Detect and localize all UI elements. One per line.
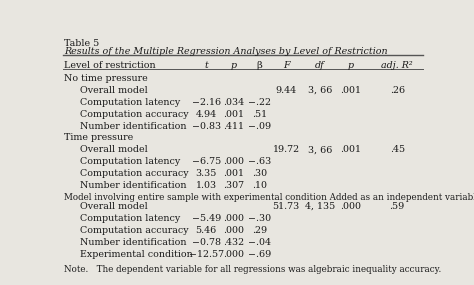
Text: .432: .432 <box>223 238 244 247</box>
Text: Computation accuracy: Computation accuracy <box>80 226 189 235</box>
Text: .29: .29 <box>252 226 267 235</box>
Text: −.22: −.22 <box>248 98 271 107</box>
Text: Time pressure: Time pressure <box>64 133 133 142</box>
Text: No time pressure: No time pressure <box>64 74 147 83</box>
Text: t: t <box>204 61 208 70</box>
Text: 19.72: 19.72 <box>273 145 300 154</box>
Text: −5.49: −5.49 <box>191 214 221 223</box>
Text: .307: .307 <box>223 181 244 190</box>
Text: Results of the Multiple Regression Analyses by Level of Restriction: Results of the Multiple Regression Analy… <box>64 47 387 56</box>
Text: 4, 135: 4, 135 <box>305 202 335 211</box>
Text: .411: .411 <box>223 121 244 131</box>
Text: p: p <box>347 61 354 70</box>
Text: .001: .001 <box>340 86 361 95</box>
Text: .000: .000 <box>223 214 244 223</box>
Text: Number identification: Number identification <box>80 181 187 190</box>
Text: Number identification: Number identification <box>80 238 187 247</box>
Text: −.63: −.63 <box>248 157 271 166</box>
Text: .26: .26 <box>390 86 405 95</box>
Text: Computation latency: Computation latency <box>80 214 181 223</box>
Text: .000: .000 <box>223 250 244 258</box>
Text: 1.03: 1.03 <box>196 181 217 190</box>
Text: Computation accuracy: Computation accuracy <box>80 110 189 119</box>
Text: 3.35: 3.35 <box>195 169 217 178</box>
Text: .45: .45 <box>390 145 405 154</box>
Text: 3, 66: 3, 66 <box>308 145 332 154</box>
Text: Computation accuracy: Computation accuracy <box>80 169 189 178</box>
Text: .034: .034 <box>223 98 244 107</box>
Text: −.09: −.09 <box>248 121 271 131</box>
Text: .59: .59 <box>390 202 405 211</box>
Text: 9.44: 9.44 <box>276 86 297 95</box>
Text: .10: .10 <box>252 181 267 190</box>
Text: F: F <box>283 61 290 70</box>
Text: −0.83: −0.83 <box>191 121 221 131</box>
Text: −12.57: −12.57 <box>189 250 224 258</box>
Text: Table 5: Table 5 <box>64 39 99 48</box>
Text: .001: .001 <box>340 145 361 154</box>
Text: −2.16: −2.16 <box>191 98 221 107</box>
Text: .000: .000 <box>340 202 361 211</box>
Text: 5.46: 5.46 <box>196 226 217 235</box>
Text: Overall model: Overall model <box>80 202 148 211</box>
Text: Note.   The dependent variable for all regressions was algebraic inequality accu: Note. The dependent variable for all reg… <box>64 265 441 274</box>
Text: .001: .001 <box>223 169 244 178</box>
Text: Computation latency: Computation latency <box>80 157 181 166</box>
Text: 4.94: 4.94 <box>196 110 217 119</box>
Text: β: β <box>256 61 263 70</box>
Text: .001: .001 <box>223 110 244 119</box>
Text: −.04: −.04 <box>248 238 271 247</box>
Text: df: df <box>315 61 325 70</box>
Text: .000: .000 <box>223 226 244 235</box>
Text: −.30: −.30 <box>248 214 271 223</box>
Text: Model involving entire sample with experimental condition Added as an independen: Model involving entire sample with exper… <box>64 193 474 202</box>
Text: p: p <box>231 61 237 70</box>
Text: .30: .30 <box>252 169 267 178</box>
Text: Level of restriction: Level of restriction <box>64 61 155 70</box>
Text: −0.78: −0.78 <box>191 238 221 247</box>
Text: adj. R²: adj. R² <box>382 61 413 70</box>
Text: .000: .000 <box>223 157 244 166</box>
Text: .51: .51 <box>252 110 267 119</box>
Text: −6.75: −6.75 <box>191 157 221 166</box>
Text: Experimental condition: Experimental condition <box>80 250 193 258</box>
Text: 51.73: 51.73 <box>273 202 300 211</box>
Text: 3, 66: 3, 66 <box>308 86 332 95</box>
Text: −.69: −.69 <box>248 250 271 258</box>
Text: Overall model: Overall model <box>80 86 148 95</box>
Text: Computation latency: Computation latency <box>80 98 181 107</box>
Text: Number identification: Number identification <box>80 121 187 131</box>
Text: Overall model: Overall model <box>80 145 148 154</box>
